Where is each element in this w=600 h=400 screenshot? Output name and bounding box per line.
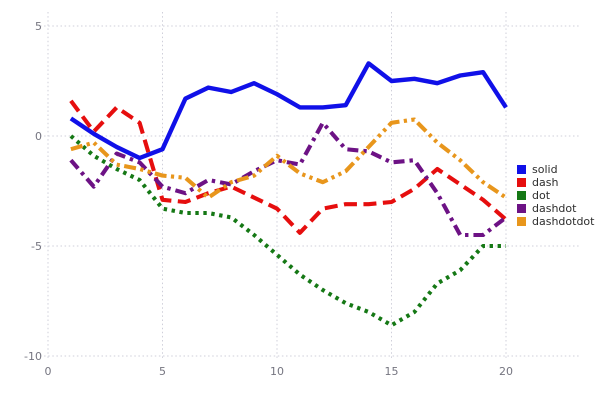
legend-item-dashdot: dashdot [517,202,594,215]
y-tick-label: 0 [35,130,42,143]
x-tick-label: 5 [159,365,166,378]
y-tick-label: -5 [31,240,42,253]
legend: solid dash dot dashdot dashdotdot [517,163,594,228]
series-line-solid [69,61,508,161]
legend-item-dash: dash [517,176,594,189]
legend-label-dashdotdot: dashdotdot [532,215,595,228]
legend-item-solid: solid [517,163,594,176]
x-tick-label: 20 [499,365,513,378]
y-tick-label: -10 [24,350,42,363]
legend-label-dash: dash [532,176,559,189]
series-line-dash [69,99,508,235]
y-tick-label: 5 [35,20,42,33]
x-tick-label: 0 [45,365,52,378]
legend-swatch-dot [517,191,526,200]
series-line-dot [69,134,506,328]
legend-item-dot: dot [517,189,594,202]
legend-item-dashdotdot: dashdotdot [517,215,594,228]
legend-swatch-solid [517,165,526,174]
legend-label-solid: solid [532,163,558,176]
legend-swatch-dashdot [517,204,526,213]
legend-label-dot: dot [532,189,551,202]
legend-swatch-dash [517,178,526,187]
series-line-dashdot [69,120,508,238]
x-tick-label: 15 [385,365,399,378]
legend-swatch-dashdotdot [517,217,526,226]
x-tick-label: 10 [270,365,284,378]
legend-label-dashdot: dashdot [532,202,577,215]
